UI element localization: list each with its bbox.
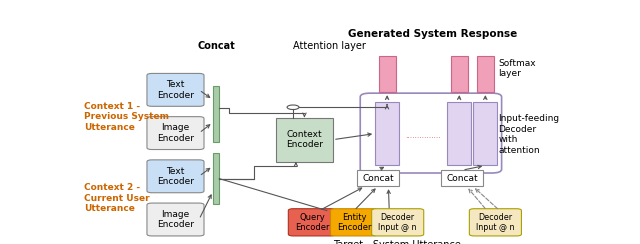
FancyBboxPatch shape (469, 209, 522, 236)
Text: Text
Encoder: Text Encoder (157, 80, 194, 100)
Text: Context 2 -
Current User
Utterance: Context 2 - Current User Utterance (84, 183, 150, 213)
Text: Generated System Response: Generated System Response (348, 29, 516, 39)
Text: Entity
Encoder: Entity Encoder (337, 213, 371, 232)
Text: Context 1 -
Previous System
Utterance: Context 1 - Previous System Utterance (84, 102, 169, 132)
FancyBboxPatch shape (147, 203, 204, 236)
Text: Target - System Utterance: Target - System Utterance (333, 240, 461, 244)
Text: Concat: Concat (197, 41, 235, 51)
FancyBboxPatch shape (372, 209, 424, 236)
Bar (213, 86, 220, 142)
Bar (474, 102, 497, 165)
Bar (477, 56, 494, 92)
Text: Query
Encoder: Query Encoder (294, 213, 329, 232)
Bar (447, 102, 471, 165)
Text: Image
Encoder: Image Encoder (157, 123, 194, 143)
Circle shape (287, 105, 299, 110)
Text: Text
Encoder: Text Encoder (157, 167, 194, 186)
Bar (441, 170, 483, 186)
Text: Image
Encoder: Image Encoder (157, 210, 194, 229)
FancyBboxPatch shape (288, 209, 335, 236)
FancyBboxPatch shape (330, 209, 378, 236)
FancyBboxPatch shape (360, 93, 502, 173)
Bar (375, 102, 399, 165)
Bar (213, 153, 220, 204)
Bar (276, 118, 333, 162)
FancyBboxPatch shape (147, 117, 204, 150)
Text: Context
Encoder: Context Encoder (286, 130, 323, 149)
Text: Concat: Concat (362, 174, 394, 183)
Text: Concat: Concat (446, 174, 478, 183)
Bar (356, 170, 399, 186)
FancyBboxPatch shape (147, 73, 204, 106)
Text: Input-feeding
Decoder
with
attention: Input-feeding Decoder with attention (498, 114, 559, 155)
Text: Decoder
Input @ n: Decoder Input @ n (476, 213, 515, 232)
FancyBboxPatch shape (147, 160, 204, 193)
Text: Softmax
layer: Softmax layer (498, 59, 536, 78)
Text: Decoder
Input @ n: Decoder Input @ n (378, 213, 417, 232)
Bar (451, 56, 468, 92)
Bar (379, 56, 396, 92)
Text: ...............: ............... (405, 131, 441, 140)
Text: Attention layer: Attention layer (293, 41, 366, 51)
